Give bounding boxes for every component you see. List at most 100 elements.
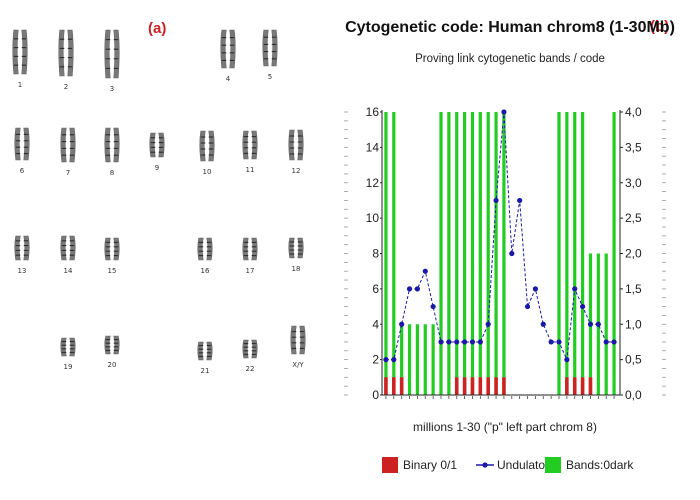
undulatory-point (540, 321, 546, 327)
binary-bars (384, 377, 593, 395)
chromosome-label: 19 (64, 363, 73, 371)
undulatory-line (385, 111, 615, 362)
undulatory-point (501, 109, 507, 115)
chromosome-pair-5 (262, 29, 278, 67)
chromosome-pair-20 (104, 335, 120, 355)
band-bar (415, 324, 419, 395)
karyogram-chromosomes (12, 29, 306, 361)
undulatory-point (564, 357, 570, 363)
left-tick-label: 8 (372, 247, 379, 261)
undulatory-point (532, 286, 538, 292)
right-tick-label: 3,5 (625, 140, 642, 154)
chromosome-label: 8 (110, 169, 114, 177)
panel-label-a: (a) (148, 20, 167, 37)
cytogenetic-chart: Cytogenetic code: Human chrom8 (1-30Mb) … (344, 19, 675, 473)
undulatory-point (469, 339, 476, 345)
undulatory-point (611, 339, 617, 345)
legend-item: Binary 0/1 (382, 457, 457, 473)
legend-item: Undulatory (476, 458, 555, 472)
right-tick-label: 1,0 (625, 317, 642, 331)
band-bar (557, 112, 561, 395)
undulatory-point (556, 339, 562, 345)
undulatory-point (430, 303, 436, 310)
legend-point-swatch (482, 462, 488, 468)
band-bar (384, 112, 388, 395)
legend-swatch (382, 457, 398, 473)
chromosome-pair-19 (60, 337, 76, 357)
band-bar (565, 112, 569, 395)
chromosome-pair-17 (242, 237, 258, 261)
undulatory-point (406, 286, 413, 292)
undulatory-point (524, 303, 531, 310)
chromosome-label: 9 (155, 164, 159, 172)
chromosome-pair-16 (197, 237, 213, 261)
undulatory-point (548, 339, 554, 345)
band-bar (455, 112, 459, 395)
binary-bar (384, 377, 388, 395)
undulatory-point (595, 321, 601, 327)
chromosome-pair-x-y (290, 325, 306, 355)
binary-bar (502, 377, 506, 395)
right-tick-label: 2,5 (625, 211, 642, 225)
left-tick-label: 2 (372, 353, 379, 367)
band-bar (431, 324, 435, 395)
chromosome-pair-3 (104, 29, 120, 79)
undulatory-point (485, 321, 491, 327)
chromosome-pair-8 (104, 127, 120, 163)
undulatory-point (493, 197, 499, 204)
chromosome-label: 10 (203, 168, 212, 176)
chromosome-label: 15 (108, 267, 117, 275)
binary-bar (392, 377, 396, 395)
legend-label: Binary 0/1 (403, 458, 457, 472)
band-bar (400, 324, 404, 395)
binary-bar (572, 377, 577, 395)
undulatory-point (587, 321, 594, 327)
band-bar (581, 112, 585, 395)
chromosome-label: 6 (20, 167, 25, 175)
chart-title: Cytogenetic code: Human chrom8 (1-30Mb) (345, 19, 675, 36)
bands-bars (384, 112, 616, 395)
undulatory-point (462, 339, 468, 345)
undulatory-point (399, 321, 405, 327)
binary-bar (580, 377, 585, 395)
band-bar (478, 112, 482, 395)
band-bar (494, 112, 498, 395)
binary-bar (462, 377, 467, 395)
chromosome-label: 14 (64, 267, 73, 275)
chromosome-pair-13 (14, 235, 30, 261)
x-axis-label: millions 1-30 ("p" left part chrom 8) (413, 420, 597, 434)
chromosome-pair-14 (60, 235, 76, 261)
right-tick-label: 0,5 (625, 353, 642, 367)
left-tick-label: 12 (366, 176, 380, 190)
undulatory-point (603, 339, 609, 345)
chromosome-label: 21 (201, 367, 210, 375)
chromosome-label: 12 (292, 167, 301, 175)
chromosome-pair-10 (199, 130, 215, 162)
legend-label: Bands:0dark (566, 458, 634, 472)
left-tick-label: 6 (372, 282, 379, 296)
chromosome-pair-4 (220, 29, 236, 69)
left-tick-label: 16 (366, 105, 380, 119)
chromosome-pair-11 (242, 130, 258, 160)
binary-bar (478, 377, 483, 395)
right-tick-label: 0,0 (625, 388, 642, 402)
chromosome-label: 20 (108, 361, 117, 369)
undulatory-point (414, 286, 420, 292)
left-tick-label: 14 (366, 140, 380, 154)
chromosome-pair-1 (12, 29, 28, 75)
chromosome-pair-12 (288, 129, 304, 161)
chromosome-label: 3 (110, 85, 114, 93)
right-tick-label: 3,0 (625, 176, 642, 190)
undulatory-point (477, 339, 483, 345)
chromosome-label: 22 (246, 365, 255, 373)
right-axis-ticks: 0,0 0,5 1,0 1,5 2,0 2,5 3,0 3,5 4,0 (620, 105, 642, 402)
undulatory-point (509, 250, 515, 257)
chromosome-label: 7 (66, 169, 70, 177)
binary-bar (588, 377, 593, 395)
band-bar (612, 112, 616, 395)
left-tick-label: 10 (366, 211, 380, 225)
undulatory-point (580, 303, 586, 310)
band-bar (470, 112, 475, 395)
binary-bar (454, 377, 459, 395)
